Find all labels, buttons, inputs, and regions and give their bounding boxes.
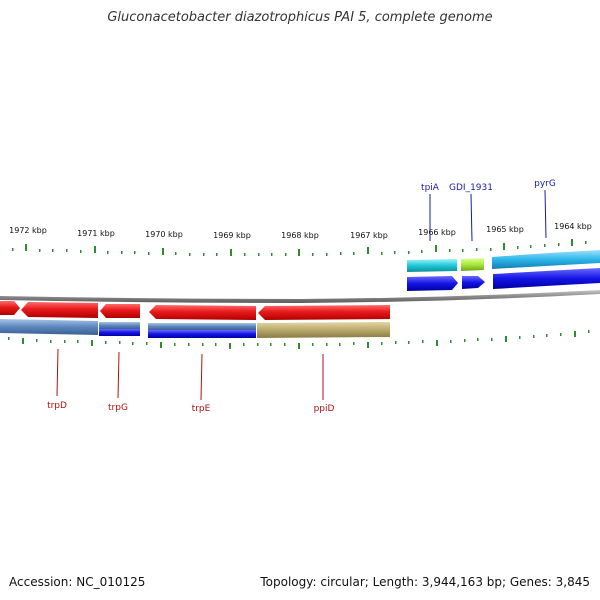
tpiA-blue-feature: [407, 276, 458, 291]
tpiA-feature: [407, 259, 457, 272]
trpG-leader: [117, 351, 120, 399]
scale-label: 1966 kbp: [418, 228, 456, 237]
bottom-leader-lines: [56, 348, 324, 401]
genome-summary-text: Topology: circular; Length: 3,944,163 bp…: [260, 575, 590, 589]
bottom-features: [0, 319, 390, 338]
scale-label: 1971 kbp: [77, 229, 115, 238]
red-features: [0, 301, 390, 320]
bottom-gene-labels: trpD trpG trpE ppiD: [47, 401, 334, 414]
scale-labels: 1972 kbp 1971 kbp 1970 kbp 1969 kbp 1968…: [9, 222, 592, 240]
ppiD-red-feature: [258, 305, 390, 320]
gene-label-trpD: trpD: [47, 401, 67, 411]
gene-label-trpG: trpG: [108, 403, 128, 413]
top-gene-labels: tpiA GDI_1931 pyrG: [421, 179, 556, 193]
top-features: [407, 250, 600, 291]
pyrG-feature: [492, 250, 600, 269]
scale-label: 1964 kbp: [554, 222, 592, 231]
scale-label: 1965 kbp: [486, 225, 524, 234]
GDI_1931-blue-feature: [462, 276, 485, 289]
gene-label-ppiD: ppiD: [314, 404, 335, 414]
scale-label: 1969 kbp: [213, 231, 251, 240]
gene-label-pyrG: pyrG: [534, 179, 556, 189]
scale-label: 1970 kbp: [145, 230, 183, 239]
top-leader-lines: [429, 189, 547, 242]
pyrG-blue-feature: [493, 268, 600, 289]
upper-tick-row: [12, 239, 587, 256]
trpD-red-feature: [21, 302, 98, 318]
genome-backbone: [0, 290, 600, 303]
gene-label-trpE: trpE: [192, 404, 211, 414]
scale-label: 1972 kbp: [9, 226, 47, 235]
trpE-lightblue-feature: [148, 323, 256, 330]
trpE-leader: [200, 353, 203, 401]
lower-tick-row: [8, 330, 590, 349]
gene-label-tpiA: tpiA: [421, 183, 440, 193]
scale-label: 1967 kbp: [350, 231, 388, 240]
trpG-blue-feature: [99, 329, 140, 336]
trpG-lightblue-feature: [99, 322, 140, 329]
GDI_1931-leader: [470, 193, 473, 242]
trpD-leader: [56, 348, 59, 397]
ppiD-tan-feature: [257, 322, 390, 338]
trpD-lightblue-feature: [0, 319, 98, 335]
GDI_1931-feature: [461, 258, 484, 271]
scale-label: 1968 kbp: [281, 231, 319, 240]
accession-text: Accession: NC_010125: [9, 575, 146, 589]
red-feature-left: [0, 301, 20, 315]
trpG-red-feature: [100, 304, 140, 318]
pyrG-leader: [544, 189, 547, 239]
trpE-blue-feature: [148, 330, 256, 338]
map-title: Gluconacetobacter diazotrophicus PAI 5, …: [107, 10, 493, 25]
trpE-red-feature: [149, 305, 256, 320]
gene-label-GDI_1931: GDI_1931: [449, 183, 493, 193]
